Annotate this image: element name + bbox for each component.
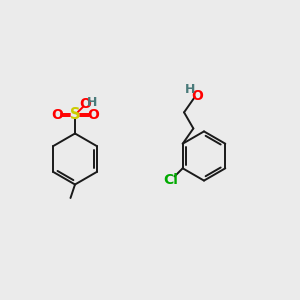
Text: O: O (51, 108, 63, 122)
Text: Cl: Cl (164, 173, 178, 187)
Text: H: H (185, 82, 196, 95)
Text: O: O (80, 97, 92, 111)
Text: O: O (87, 108, 99, 122)
Text: O: O (191, 88, 203, 103)
Text: S: S (70, 107, 80, 122)
Text: H: H (87, 96, 98, 109)
